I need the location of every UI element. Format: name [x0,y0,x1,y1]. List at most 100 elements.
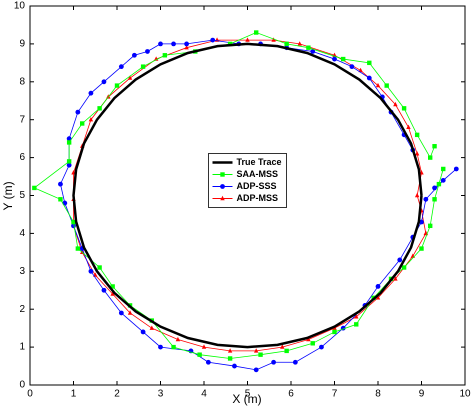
marker [58,181,63,187]
marker [401,106,407,111]
marker [32,185,37,191]
marker [58,197,63,202]
marker [171,344,176,350]
marker [97,106,102,111]
y-tick-label: 7 [19,114,25,125]
marker [432,197,437,202]
y-tick-label: 10 [14,1,26,12]
marker [171,41,176,47]
marker [101,287,107,293]
marker [393,276,398,281]
marker [88,117,94,122]
marker [332,329,337,335]
marker [145,49,150,54]
marker [397,257,403,263]
marker [436,181,442,187]
marker [393,101,398,107]
marker [366,75,372,81]
marker [428,223,433,229]
marker [280,344,285,349]
legend-label: SAA-MSS [237,169,279,179]
marker [227,348,233,353]
marker [428,155,433,160]
marker [220,172,225,177]
series-line [72,42,423,349]
marker [253,367,259,373]
marker [158,41,163,47]
marker [441,166,446,172]
marker [406,124,411,129]
marker [220,195,225,201]
marker [62,200,68,206]
marker [127,310,133,315]
marker [292,359,298,365]
marker [162,53,168,58]
marker [132,52,137,58]
y-axis-title: Y (m) [1,181,15,210]
x-tick-label: 3 [158,389,164,400]
marker [354,314,359,319]
legend-label: True Trace [237,157,282,167]
marker [201,344,207,349]
marker [205,359,211,365]
x-tick-label: 10 [459,389,471,400]
marker [306,336,311,342]
marker [310,341,315,346]
marker [97,265,102,270]
marker [88,90,94,96]
marker [66,140,72,145]
marker [354,322,359,327]
marker [284,41,289,47]
marker [375,295,381,300]
marker [232,363,237,369]
marker [149,325,154,330]
x-tick-label: 1 [71,389,77,400]
marker [140,64,146,69]
marker [184,41,190,47]
marker [258,352,263,357]
marker [414,132,420,138]
marker [349,64,355,70]
marker [254,348,259,353]
marker [220,184,225,189]
y-tick-label: 1 [19,342,25,353]
marker [184,44,189,50]
legend: True Trace SAA-MSS ADP-SSS ADP-MSS [208,153,287,208]
marker [375,82,381,88]
x-tick-label: 7 [332,389,338,400]
marker [71,219,76,225]
marker [80,121,85,126]
marker [271,37,276,42]
marker [414,151,420,156]
marker [101,79,107,85]
marker [284,348,289,354]
marker [375,284,381,289]
marker [110,291,115,296]
series [72,42,423,349]
marker [175,336,181,342]
marker [75,246,81,251]
marker [414,192,420,198]
marker [114,83,120,88]
marker [66,162,72,168]
marker [423,196,429,202]
marker [401,265,407,270]
y-tick-label: 0 [19,380,25,391]
marker [254,30,259,35]
x-tick-label: 6 [288,389,294,400]
marker [66,136,72,142]
x-tick-label: 8 [375,389,381,400]
marker [453,166,459,172]
marker [118,310,124,316]
marker [227,356,233,361]
marker [419,246,424,251]
x-tick-label: 0 [27,389,33,400]
x-tick-label: 5 [245,389,251,400]
marker [432,144,437,149]
marker [310,49,316,54]
y-tick-label: 2 [19,304,25,315]
marker [210,37,216,43]
x-tick-label: 4 [201,389,207,400]
marker [140,329,146,335]
